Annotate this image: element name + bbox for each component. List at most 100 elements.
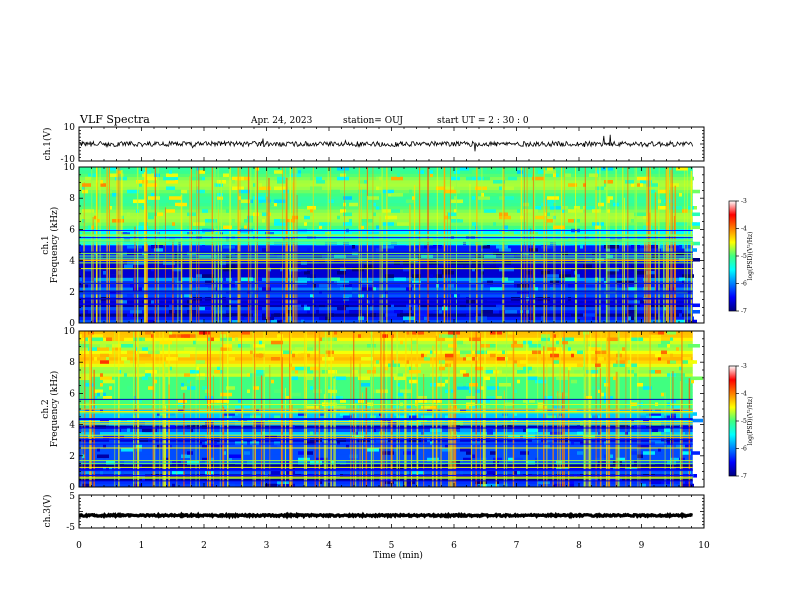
spectrogram-cell (580, 245, 583, 249)
spectrogram-cell (139, 183, 142, 187)
spectrogram-cell (454, 196, 457, 200)
spectrogram-cell (82, 183, 91, 187)
spectrogram-cell (487, 405, 490, 410)
spectrogram-cell (457, 383, 463, 387)
spectrogram-cell (196, 366, 199, 371)
spectrogram-row (79, 347, 693, 351)
spectrogram-cell (661, 337, 670, 342)
ch2-spectrogram-panel: 0 2 4 6 8 10 ch.2 Frequency (kHz) -3 -4 -5 -6 -7 … (41, 327, 754, 493)
spectrogram-cell (283, 219, 295, 223)
spectrogram-cell (487, 470, 496, 475)
ch1-spectrogram-ylabel-frequency: Frequency (kHz) (49, 207, 60, 284)
spectrogram-cell (682, 360, 688, 364)
spectrogram-cell (370, 415, 376, 420)
spectrogram-row (79, 454, 693, 459)
spectrogram-cell (577, 274, 580, 278)
spectrogram-cell (319, 337, 322, 342)
spectrogram-cell (163, 225, 175, 230)
ch1-spectrogram-panel: 0 2 4 6 8 10 ch.1 Frequency (kHz) -3 -4 -5 -6 -7 … (41, 163, 754, 329)
spectrogram-cell (205, 306, 211, 311)
spectrogram-cell (184, 293, 190, 298)
spectrogram-cell (406, 405, 412, 410)
spectrogram-cell (148, 212, 157, 217)
ch1-waveform-ticks (78, 126, 705, 162)
spectrogram-cell (418, 396, 427, 400)
spectrogram-cell (100, 344, 106, 348)
spectrogram-cell (544, 170, 556, 174)
spectrogram-cell (250, 379, 253, 384)
spectrogram-cell (85, 337, 88, 342)
spectrogram-cell (511, 396, 514, 400)
spectrogram-cell (535, 206, 541, 210)
spectrogram-cell (334, 254, 346, 259)
spectrogram-cell (373, 428, 376, 433)
spectrogram-cell (241, 344, 250, 348)
spectrogram-cell (259, 183, 262, 187)
spectrogram-cell (673, 183, 679, 187)
spectrogram-cell (595, 170, 601, 174)
spectrogram-cell (364, 180, 367, 184)
spectrogram-cell (577, 350, 583, 355)
spectrogram-cell (91, 334, 103, 338)
spectrogram-cell (274, 186, 286, 191)
spectrogram-cell (505, 310, 517, 314)
spectrogram-cell (691, 189, 700, 194)
spectrogram-cell (664, 477, 667, 481)
spectrogram-cell (379, 176, 382, 181)
spectrogram-cell (331, 461, 334, 465)
spectrogram-row (79, 300, 693, 304)
spectrogram-cell (220, 418, 223, 423)
spectrogram-cell (133, 199, 145, 204)
spectrogram-cell (655, 409, 661, 413)
spectrogram-cell (376, 206, 379, 210)
spectrogram-cell (535, 457, 538, 462)
colorbar-tick-label: -4 (741, 226, 747, 233)
spectrogram-cell (166, 173, 178, 178)
spectrogram-cell (610, 245, 619, 249)
spectrogram-cell (181, 277, 193, 282)
colorbar-tick-label: -3 (741, 363, 747, 370)
spectrogram-cell (688, 451, 700, 455)
spectrogram-cell (364, 441, 367, 446)
spectrogram-cell (148, 206, 151, 210)
spectrogram-cell (226, 313, 238, 317)
spectrogram-cell (631, 337, 643, 342)
spectrogram-cell (577, 451, 583, 455)
ch1-colorbar-gradient (728, 200, 737, 312)
spectrogram-cell (391, 176, 403, 181)
spectrogram-cell (382, 334, 388, 338)
spectrogram-cell (496, 303, 502, 308)
spectrogram-cell (187, 386, 196, 390)
spectrogram-cell (340, 209, 346, 213)
spectrogram-cell (202, 386, 211, 390)
spectrogram-cell (667, 444, 670, 449)
spectrogram-cell (265, 435, 277, 439)
spectrogram-cell (607, 300, 610, 304)
spectrogram-cell (217, 196, 223, 200)
spectrogram-cell (607, 199, 610, 204)
spectrogram-cell (439, 310, 442, 314)
spectrogram-cell (478, 225, 490, 230)
spectrogram-cell (229, 357, 235, 361)
spectrogram-cell (649, 189, 655, 194)
spectrogram-cell (553, 334, 556, 338)
date-label: Apr. 24, 2023 (250, 116, 313, 126)
spectrogram-cell (493, 180, 505, 184)
frequency-tick-label: 10 (64, 327, 76, 337)
spectrogram-cell (526, 376, 538, 381)
spectrogram-cell (616, 425, 628, 429)
spectrogram-cell (127, 212, 130, 217)
spectrogram-cell (277, 480, 289, 485)
spectrogram-cell (142, 376, 148, 381)
spectrogram-cell (568, 183, 577, 187)
spectrogram-cell (238, 196, 241, 200)
spectrogram-cell (244, 451, 250, 455)
spectrogram-cell (421, 405, 430, 410)
frequency-tick-label: 6 (69, 225, 75, 235)
spectrogram-cell (487, 483, 499, 488)
spectrogram-cell (325, 350, 334, 355)
spectrogram-cell (307, 310, 310, 314)
spectrogram-cell (367, 300, 370, 304)
spectrogram-cell (658, 344, 667, 348)
spectrogram-cell (226, 254, 232, 259)
